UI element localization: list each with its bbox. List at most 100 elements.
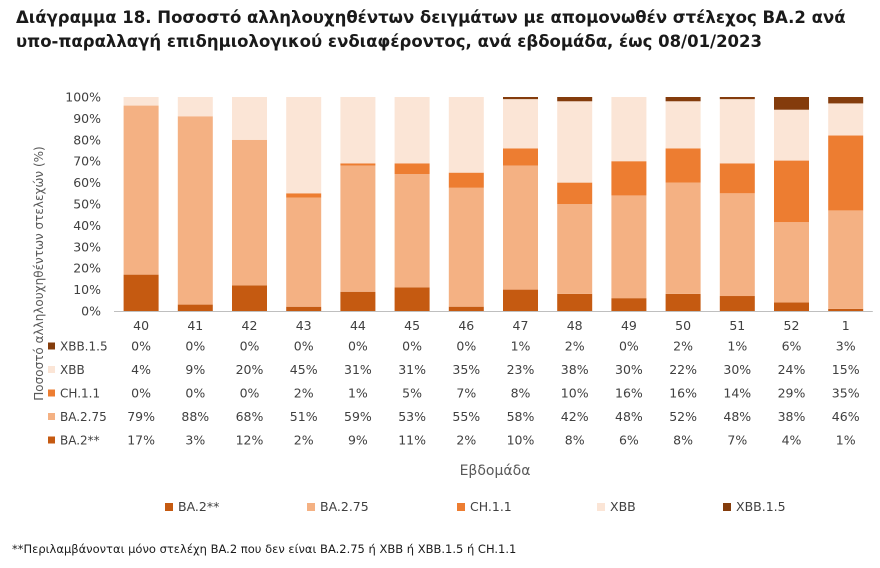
table-cell: 0% — [131, 386, 151, 401]
table-cell: 46% — [832, 409, 860, 424]
legend: BA.2** BA.2.75 CH.1.1 XBB XBB.1.5 — [165, 499, 786, 514]
bar-segment — [448, 172, 484, 188]
footnote: **Περιλαμβάνονται μόνο στελέχη BA.2 που … — [12, 542, 517, 556]
bar-segment — [503, 148, 538, 166]
x-tick-label: 45 — [404, 318, 420, 333]
bar-segment — [448, 187, 484, 307]
table-cell: 3% — [836, 339, 856, 354]
table-legend-key — [48, 366, 55, 373]
table-cell: 6% — [619, 433, 639, 448]
y-tick-label: 100% — [65, 90, 101, 105]
bar-segment — [340, 163, 376, 166]
bar-segment — [394, 163, 430, 175]
bar-segment — [828, 210, 864, 309]
bars — [123, 97, 864, 311]
bar-segment — [665, 101, 701, 149]
x-tick-label: 49 — [621, 318, 637, 333]
data-table: XBB.1.5 0% 0% 0% 0% 0% 0% 0% 1% 2% 0% 2% 1% 6% 3% XBB 4%… — [48, 339, 860, 448]
x-tick-label: 1 — [842, 318, 850, 333]
x-tick-label: 51 — [729, 318, 745, 333]
bar-segment — [177, 97, 213, 117]
table-cell: 2% — [294, 433, 314, 448]
bar-segment — [232, 139, 267, 286]
table-cell: 0% — [348, 339, 368, 354]
table-cell: 59% — [344, 409, 372, 424]
bar-segment — [665, 97, 701, 102]
bar-segment — [448, 97, 484, 173]
table-cell: 11% — [398, 433, 426, 448]
table-cell: 1% — [727, 339, 747, 354]
bar-segment — [719, 163, 755, 194]
table-cell: 42% — [561, 409, 589, 424]
bar-segment — [611, 298, 647, 311]
table-cell: 31% — [398, 362, 426, 377]
bar-segment — [611, 161, 647, 196]
y-tick-label: 10% — [73, 282, 101, 297]
y-tick-label: 50% — [73, 197, 101, 212]
y-axis-label: Ποσοστό αλληλουχηθέντων στελεχών (%) — [32, 146, 46, 400]
bar-segment — [828, 97, 864, 104]
bar-segment — [232, 97, 267, 140]
bar-segment — [774, 160, 809, 223]
bar-segment — [774, 97, 809, 110]
table-row-label: BA.2** — [60, 434, 100, 448]
bar-segment — [394, 287, 430, 311]
table-cell: 0% — [294, 339, 314, 354]
x-tick-label: 44 — [350, 318, 366, 333]
table-cell: 4% — [782, 433, 802, 448]
table-cell: 29% — [778, 386, 806, 401]
table-cell: 0% — [619, 339, 639, 354]
table-cell: 22% — [669, 362, 697, 377]
table-cell: 15% — [832, 362, 860, 377]
table-cell: 12% — [236, 433, 264, 448]
table-cell: 7% — [456, 386, 476, 401]
table-cell: 23% — [507, 362, 535, 377]
bar-segment — [557, 204, 593, 294]
bar-segment — [719, 97, 755, 100]
table-cell: 16% — [669, 386, 697, 401]
x-tick-label: 46 — [458, 318, 474, 333]
x-tick-label: 41 — [187, 318, 203, 333]
table-legend-key — [48, 436, 55, 444]
table-cell: 38% — [561, 362, 589, 377]
bar-segment — [503, 165, 538, 290]
table-cell: 35% — [832, 386, 860, 401]
table-cell: 9% — [185, 362, 205, 377]
table-cell: 9% — [348, 433, 368, 448]
x-tick-label: 47 — [513, 318, 529, 333]
table-cell: 35% — [452, 362, 480, 377]
table-cell: 1% — [348, 386, 368, 401]
table-cell: 68% — [236, 409, 264, 424]
bar-segment — [719, 99, 755, 164]
table-cell: 10% — [507, 433, 535, 448]
bar-segment — [828, 135, 864, 211]
x-axis-title: Εβδομάδα — [460, 463, 531, 479]
table-cell: 45% — [290, 362, 318, 377]
table-cell: 0% — [456, 339, 476, 354]
table-row-label: XBB — [60, 363, 85, 377]
bar-segment — [177, 116, 213, 305]
table-cell: 48% — [615, 409, 643, 424]
table-cell: 0% — [185, 339, 205, 354]
table-cell: 8% — [565, 433, 585, 448]
bar-segment — [611, 97, 647, 162]
table-cell: 0% — [131, 339, 151, 354]
y-tick-label: 70% — [73, 154, 101, 169]
legend-swatch — [597, 503, 605, 511]
bar-segment — [286, 97, 322, 194]
y-axis-title: Ποσοστό αλληλουχηθέντων στελεχών (%) — [32, 146, 46, 400]
y-tick-label: 60% — [73, 175, 101, 190]
table-cell: 3% — [185, 433, 205, 448]
bar-segment — [340, 165, 376, 292]
table-cell: 7% — [727, 433, 747, 448]
table-cell: 8% — [673, 433, 693, 448]
table-cell: 55% — [452, 409, 480, 424]
legend-swatch — [457, 503, 465, 511]
bar-segment — [232, 285, 267, 311]
bar-segment — [123, 105, 159, 275]
bar-segment — [611, 195, 647, 299]
bar-segment — [557, 182, 593, 204]
table-row-label: CH.1.1 — [60, 387, 100, 401]
table-legend-key — [48, 413, 55, 420]
x-tick-label: 48 — [567, 318, 583, 333]
